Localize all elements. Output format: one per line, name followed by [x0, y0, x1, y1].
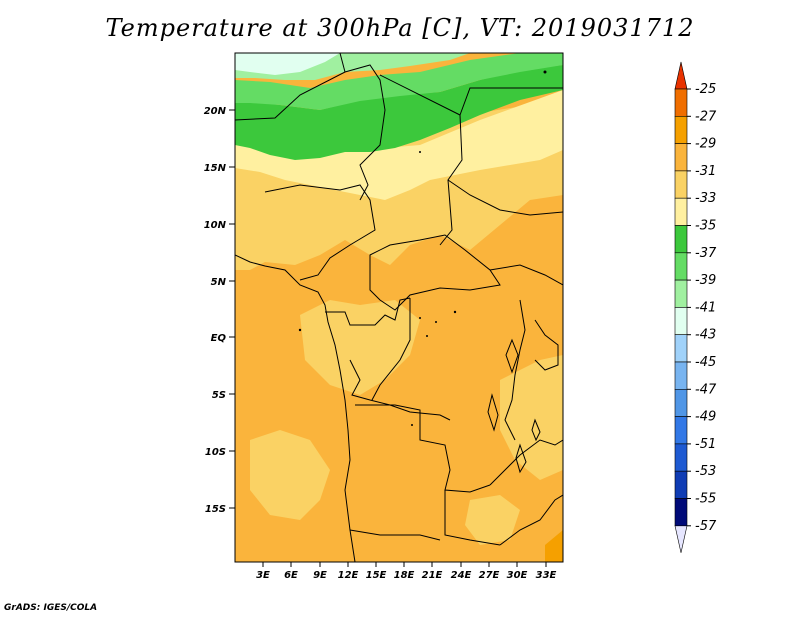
field-band-37-35 [235, 65, 563, 160]
colorbar-label: -29 [695, 137, 716, 152]
field-band-29-27 [545, 530, 563, 562]
field-band-35-33 [235, 90, 563, 200]
map-frame [234, 52, 564, 563]
colorbar-swatch [674, 361, 688, 390]
field-patch-congo [300, 300, 420, 395]
colorbar-swatch [674, 279, 688, 308]
colorbar-swatch [674, 388, 688, 417]
field-patch-southeast [465, 495, 520, 545]
field-patch-angola-west [250, 430, 330, 520]
map-title: Temperature at 300hPa [C], VT: 201903171… [105, 14, 695, 42]
colorbar-swatch [674, 116, 688, 144]
colorbar-swatch [674, 170, 688, 199]
field-band-43-41 [235, 53, 340, 75]
colorbar-label: -41 [695, 300, 716, 315]
colorbar-swatch [674, 225, 688, 254]
lat-tick-label: 20N [204, 106, 227, 117]
colorbar-swatch [674, 88, 688, 117]
colorbar-label: -25 [695, 82, 716, 97]
lon-tick-label: 33E [536, 570, 557, 581]
colorbar-swatch [674, 416, 688, 445]
field-patch-east [500, 355, 563, 480]
colorbar-swatch [674, 143, 688, 172]
colorbar-label: -37 [695, 246, 717, 261]
colorbar-swatch [674, 334, 688, 363]
colorbar-label: -33 [695, 191, 716, 206]
lon-labels: 3E 6E 9E 12E 15E 18E 21E 24E 27E 30E 33E [256, 570, 556, 581]
lon-tick-label: 24E [451, 570, 472, 581]
lat-tick-label: 15S [205, 504, 226, 515]
colorbar-swatch [674, 498, 688, 527]
map-specks [298, 70, 547, 426]
colorbar-arrow-bottom [674, 525, 688, 553]
lon-tick-label: 18E [394, 570, 415, 581]
colorbar-label: -43 [695, 328, 716, 343]
lon-tick-label: 15E [366, 570, 387, 581]
colorbar-swatch [674, 443, 688, 472]
lat-tick-label: EQ [211, 333, 227, 344]
lat-tick-label: 10S [205, 447, 226, 458]
colorbar-swatch [674, 197, 688, 226]
lon-tick-label: 9E [313, 570, 327, 581]
grads-credit: GrADS: IGES/COLA [4, 603, 98, 613]
colorbar-swatch [674, 252, 688, 281]
colorbar-label: -53 [695, 464, 716, 479]
lat-axis [229, 109, 235, 509]
colorbar-arrow-top [674, 61, 688, 90]
lon-tick-label: 3E [256, 570, 270, 581]
colorbar-label: -51 [695, 437, 716, 452]
colorbar-label: -57 [695, 519, 717, 534]
lat-tick-label: 5S [212, 390, 226, 401]
lat-tick-label: 5N [211, 277, 227, 288]
map-panel[interactable] [235, 53, 563, 562]
colorbar-label: -39 [695, 273, 716, 288]
lat-tick-label: 15N [204, 163, 227, 174]
lon-tick-label: 27E [479, 570, 500, 581]
colorbar [674, 61, 688, 553]
colorbar-label: -31 [695, 164, 716, 179]
colorbar-label: -45 [695, 355, 716, 370]
lon-tick-label: 30E [507, 570, 528, 581]
field-band-39-37 [235, 53, 563, 110]
colorbar-swatch [674, 307, 688, 335]
lon-tick-label: 21E [422, 570, 443, 581]
lon-tick-label: 12E [338, 570, 359, 581]
lon-axis [262, 562, 547, 567]
colorbar-label: -49 [695, 410, 716, 425]
lon-tick-label: 6E [284, 570, 298, 581]
colorbar-label: -35 [695, 219, 716, 234]
colorbar-label: -55 [695, 492, 716, 507]
colorbar-label: -27 [695, 109, 717, 124]
colorbar-swatch [674, 470, 688, 499]
colorbar-labels: -25 -27 -29 -31 -33 -35 -37 -39 -41 -43 -45 -47 -49 -… [687, 82, 717, 534]
country-borders [235, 53, 563, 562]
lat-tick-label: 10N [204, 220, 227, 231]
colorbar-label: -47 [695, 382, 717, 397]
lat-labels: 20N 15N 10N 5N EQ 5S 10S 15S [204, 106, 227, 515]
